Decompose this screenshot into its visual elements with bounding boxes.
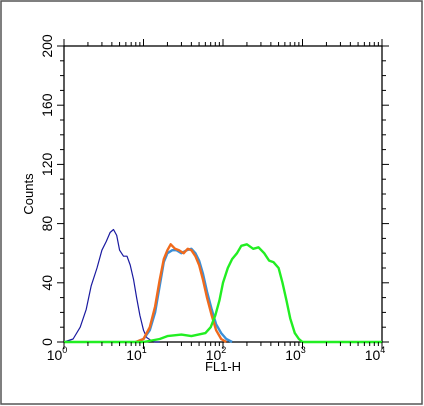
x-tick-label: 102	[206, 345, 227, 363]
x-tick-labels: 100 101 102 103 104	[47, 345, 386, 363]
x-tick-label: 100	[47, 345, 68, 363]
histogram-series-3	[135, 243, 227, 344]
y-tick-label: 0	[39, 338, 55, 346]
y-tick-label: 80	[39, 216, 55, 232]
series-layer	[63, 228, 382, 344]
x-tick-label: 104	[365, 345, 386, 363]
y-tick-label: 200	[39, 34, 55, 58]
y-tick-label: 160	[39, 93, 55, 117]
x-tick-label: 103	[285, 345, 306, 363]
x-tick-label: 101	[126, 345, 147, 363]
x-axis-label: FL1-H	[205, 359, 241, 374]
y-tick-label: 40	[39, 275, 55, 291]
y-tick-label: 120	[39, 153, 55, 177]
histogram-series-1	[63, 228, 160, 343]
y-tick-labels: 0 40 80 120 160 200	[39, 34, 55, 346]
tick-layer	[57, 39, 389, 349]
histogram-series-4	[64, 243, 382, 344]
y-axis-label: Counts	[21, 173, 36, 215]
